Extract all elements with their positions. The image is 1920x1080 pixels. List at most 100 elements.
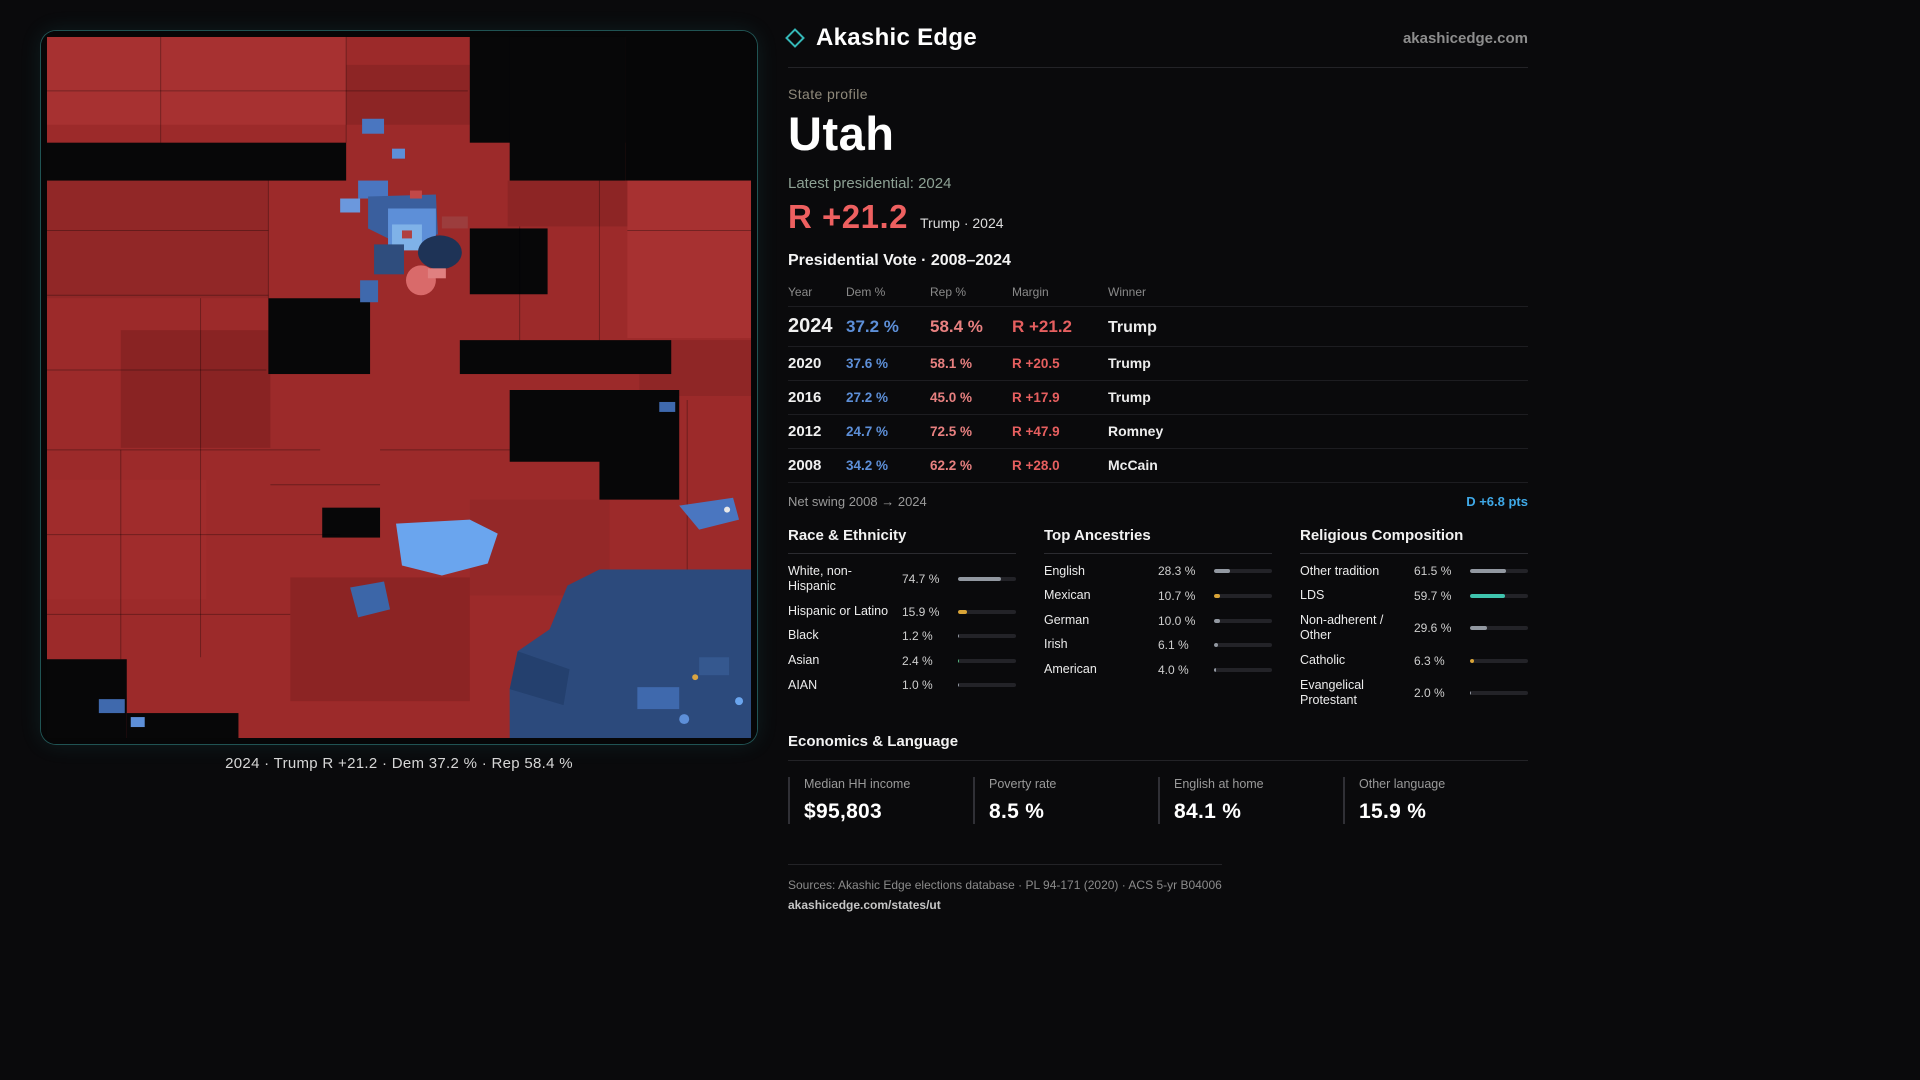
demo-row: Mexican 10.7 % xyxy=(1044,584,1272,609)
demo-value: 10.0 % xyxy=(1158,613,1196,628)
utah-precinct-map xyxy=(41,31,757,744)
stat-value: 15.9 % xyxy=(1359,800,1427,824)
bar-fill xyxy=(958,634,960,639)
demo-label: Catholic xyxy=(1300,653,1346,667)
demo-value: 74.7 % xyxy=(902,572,940,587)
demo-value: 15.9 % xyxy=(902,604,940,619)
bar-fill xyxy=(958,658,960,663)
demographics-section: Race & Ethnicity White, non-Hispanic 74.… xyxy=(788,527,1528,713)
demo-row: German 10.0 % xyxy=(1044,608,1272,633)
table-row: 2020 37.6 % 58.1 % R +20.5 Trump xyxy=(788,347,1528,381)
cell-rep: 62.2 % xyxy=(930,458,973,473)
bar-fill xyxy=(958,683,960,688)
demo-label: American xyxy=(1044,662,1097,676)
demo-label: Asian xyxy=(788,653,820,667)
stat-value: $95,803 xyxy=(804,800,883,824)
cell-year: 2024 xyxy=(788,315,833,337)
cell-dem: 24.7 % xyxy=(846,424,889,439)
stat-label: English at home xyxy=(1174,777,1264,792)
cell-dem: 27.2 % xyxy=(846,390,889,405)
footer: Sources: Akashic Edge elections database… xyxy=(788,864,1222,912)
bar-fill xyxy=(1214,569,1231,574)
bar-track xyxy=(958,683,1016,688)
bar-track xyxy=(1470,593,1528,598)
demo-row: American 4.0 % xyxy=(1044,658,1272,683)
bar-fill xyxy=(1470,626,1488,631)
cell-winner: McCain xyxy=(1108,457,1158,473)
demo-row: Non-adherent / Other 29.6 % xyxy=(1300,608,1528,648)
bar-fill xyxy=(1214,667,1217,672)
bar-fill xyxy=(1214,593,1221,598)
race-ethnicity-column: Race & Ethnicity White, non-Hispanic 74.… xyxy=(788,527,1016,713)
section-title: Top Ancestries xyxy=(1044,527,1272,554)
brand: Akashic Edge xyxy=(785,24,977,52)
cell-rep: 72.5 % xyxy=(930,424,973,439)
demo-label: Mexican xyxy=(1044,588,1091,603)
diamond-logo-icon xyxy=(785,28,805,48)
demo-label: Evangelical Protestant xyxy=(1300,677,1364,708)
bar-track xyxy=(1214,667,1272,672)
demo-label: English xyxy=(1044,563,1085,578)
bar-track xyxy=(1470,569,1528,574)
bar-fill xyxy=(958,609,968,614)
cell-year: 2016 xyxy=(788,389,822,406)
bar-track xyxy=(958,634,1016,639)
cell-margin: R +28.0 xyxy=(1012,458,1060,473)
demo-value: 1.0 % xyxy=(902,678,933,693)
bar-track xyxy=(958,609,1016,614)
demo-label: White, non-Hispanic xyxy=(788,563,852,594)
section-title: Race & Ethnicity xyxy=(788,527,1016,554)
cell-rep: 58.1 % xyxy=(930,356,973,371)
demo-row: Evangelical Protestant 2.0 % xyxy=(1300,673,1528,713)
demo-value: 4.0 % xyxy=(1158,662,1189,677)
sources-line: Sources: Akashic Edge elections database… xyxy=(788,878,1222,893)
stat-label: Median HH income xyxy=(804,777,911,792)
economics-title: Economics & Language xyxy=(788,733,1528,762)
headline-context: Trump · 2024 xyxy=(920,215,1004,231)
bar-track xyxy=(1470,626,1528,631)
cell-year: 2012 xyxy=(788,423,822,440)
demo-row: Irish 6.1 % xyxy=(1044,633,1272,658)
cell-dem: 37.2 % xyxy=(846,317,899,336)
ancestries-column: Top Ancestries English 28.3 % Mexican 10… xyxy=(1044,527,1272,713)
demo-row: Asian 2.4 % xyxy=(788,649,1016,674)
economics-stats: Median HH income $95,803 Poverty rate 8.… xyxy=(788,777,1528,825)
bar-fill xyxy=(1470,691,1472,696)
demo-label: Black xyxy=(788,628,819,643)
vote-table-header: Year Dem % Rep % Margin Winner xyxy=(788,278,1528,307)
state-map-panel xyxy=(40,30,758,745)
demo-value: 6.3 % xyxy=(1414,653,1445,668)
stat-median-income: Median HH income $95,803 xyxy=(788,777,973,825)
headline-result: R +21.2 Trump · 2024 xyxy=(788,198,1528,236)
col-dem: Dem % xyxy=(846,285,886,299)
demo-row: White, non-Hispanic 74.7 % xyxy=(788,559,1016,599)
demo-value: 6.1 % xyxy=(1158,638,1189,653)
cell-margin: R +47.9 xyxy=(1012,424,1060,439)
demo-label: Hispanic or Latino xyxy=(788,603,889,618)
bar-fill xyxy=(1470,658,1474,663)
permalink[interactable]: akashicedge.com/states/ut xyxy=(788,898,941,913)
demo-value: 61.5 % xyxy=(1414,564,1452,579)
stat-value: 84.1 % xyxy=(1174,800,1242,824)
demo-row: English 28.3 % xyxy=(1044,559,1272,584)
vote-table: Year Dem % Rep % Margin Winner 2024 37.2… xyxy=(788,278,1528,483)
demo-label: AIAN xyxy=(788,677,818,692)
bar-fill xyxy=(1214,618,1220,623)
cell-margin: R +21.2 xyxy=(1012,317,1073,336)
site-link[interactable]: akashicedge.com xyxy=(1402,29,1528,47)
col-margin: Margin xyxy=(1012,285,1049,299)
bar-track xyxy=(1214,618,1272,623)
table-row: 2024 37.2 % 58.4 % R +21.2 Trump xyxy=(788,307,1528,347)
state-profile-panel: Akashic Edge akashicedge.com State profi… xyxy=(785,24,1528,914)
bar-track xyxy=(1470,691,1528,696)
cell-winner: Trump xyxy=(1108,389,1151,405)
stat-label: Poverty rate xyxy=(989,777,1057,792)
net-swing-value: D +6.8 pts xyxy=(1466,494,1528,509)
net-swing-row: Net swing 2008 → 2024 D +6.8 pts xyxy=(788,483,1528,515)
bar-track xyxy=(1214,643,1272,648)
stat-label: Other language xyxy=(1359,777,1446,792)
cell-margin: R +20.5 xyxy=(1012,356,1060,371)
cell-winner: Trump xyxy=(1108,319,1157,336)
demo-value: 59.7 % xyxy=(1414,588,1452,603)
demo-value: 2.0 % xyxy=(1414,686,1445,701)
